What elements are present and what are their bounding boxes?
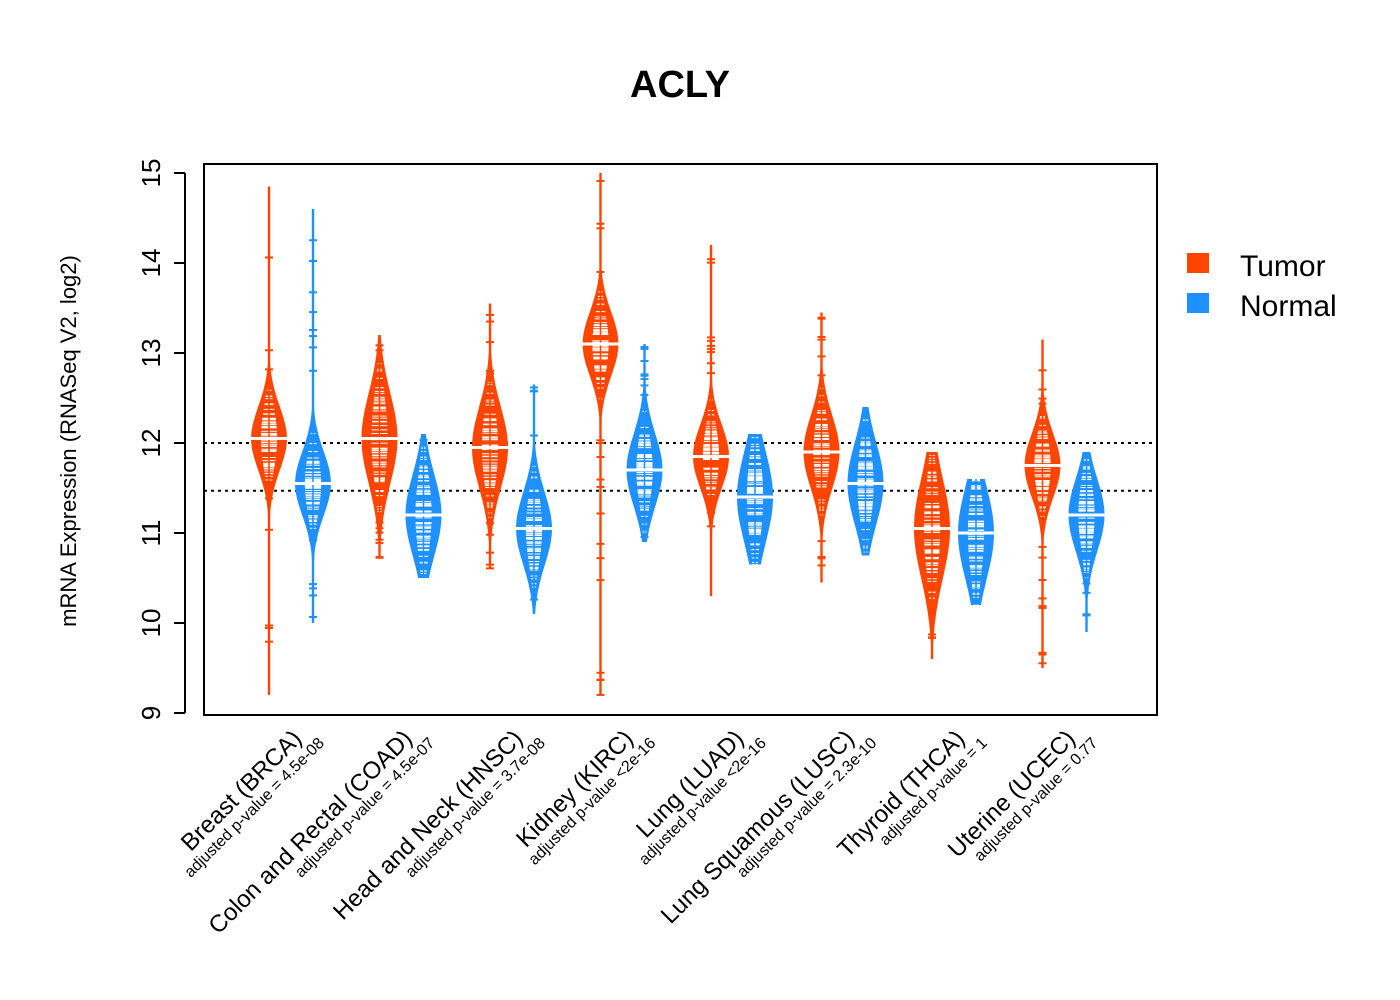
bean-normal-0 (295, 209, 331, 623)
bean-normal-5 (847, 407, 884, 556)
bean-tumor-1 (361, 335, 398, 559)
legend-swatch-tumor (1187, 253, 1209, 273)
bean-normal-7 (1068, 452, 1105, 632)
bean-normal-4 (737, 434, 773, 565)
bean-tumor-6 (914, 452, 950, 659)
bean-tumor-2 (472, 303, 508, 570)
bean-normal-3 (626, 344, 663, 542)
legend-label-normal: Normal (1240, 290, 1337, 323)
y-tick-label: 11 (136, 520, 166, 547)
bean-tumor-0 (251, 186, 287, 695)
bean-normal-6 (958, 478, 994, 606)
legend-label-tumor: Tumor (1240, 250, 1326, 283)
beans (251, 173, 1105, 696)
plot-frame (203, 163, 1158, 716)
y-axis: 9 10 11 12 13 14 15 (136, 159, 186, 720)
y-tick-label: 12 (136, 429, 166, 458)
y-tick-label: 13 (136, 339, 166, 368)
bean-tumor-4 (693, 245, 729, 596)
bean-tumor-3 (582, 173, 619, 696)
chart-title: ACLY (630, 64, 730, 106)
y-tick-label: 9 (136, 706, 166, 720)
bean-tumor-7 (1024, 339, 1061, 668)
y-tick-label: 10 (136, 609, 166, 638)
legend: Tumor Normal (1187, 250, 1337, 323)
bean-normal-2 (516, 384, 552, 614)
bean-tumor-5 (803, 312, 840, 583)
y-axis-label: mRNA Expression (RNASeq V2, log2) (56, 255, 81, 627)
y-tick-label: 14 (136, 249, 166, 278)
x-axis-labels: Breast (BRCA)adjusted p-value = 4.5e-08C… (176, 725, 1101, 939)
bean-normal-1 (405, 434, 442, 578)
reference-lines (204, 442, 1157, 492)
legend-swatch-normal (1187, 293, 1209, 313)
y-tick-label: 15 (136, 159, 166, 188)
